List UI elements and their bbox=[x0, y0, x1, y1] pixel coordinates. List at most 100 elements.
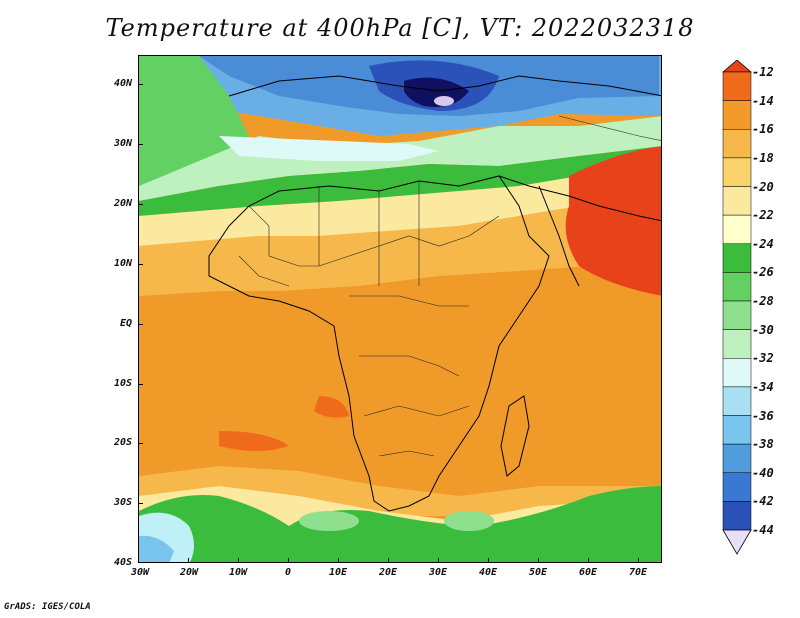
colorbar: -12 -14 -16 -18 -20 -22 -24 -26 -28 -30 -32 -34 -36 -… bbox=[722, 60, 784, 560]
lat-label-eq: EQ bbox=[119, 318, 132, 329]
lon-label-30e: 30E bbox=[428, 567, 448, 578]
colorbar-segment bbox=[722, 300, 752, 330]
lat-tick bbox=[138, 503, 143, 504]
lon-label-20e: 20E bbox=[378, 567, 398, 578]
warm-spot-south-central bbox=[314, 396, 349, 418]
colorbar-segment bbox=[722, 243, 752, 273]
temperature-field bbox=[139, 56, 661, 562]
lat-tick bbox=[138, 84, 143, 85]
light-orange-band-north bbox=[139, 196, 661, 296]
colorbar-label: -22 bbox=[752, 208, 774, 223]
colorbar-label: -24 bbox=[752, 236, 774, 251]
lat-tick bbox=[138, 324, 143, 325]
lon-label-50e: 50E bbox=[528, 567, 548, 578]
colorbar-segment bbox=[722, 129, 752, 159]
lat-label-10s: 10S bbox=[113, 378, 132, 389]
lon-label-0: 0 bbox=[284, 567, 292, 578]
colorbar-label: -26 bbox=[752, 265, 774, 280]
colorbar-segment bbox=[722, 501, 752, 531]
map-title: Temperature at 400hPa [C], VT: 202203231… bbox=[105, 14, 695, 42]
lat-label-30s: 30S bbox=[113, 497, 132, 508]
lon-label-40e: 40E bbox=[478, 567, 498, 578]
light-green-blob-south bbox=[299, 511, 359, 531]
lon-tick bbox=[288, 558, 289, 563]
light-green-blob-southeast bbox=[444, 511, 494, 531]
colorbar-segment bbox=[722, 157, 752, 187]
colorbar-segment bbox=[722, 329, 752, 359]
colorbar-label: -34 bbox=[752, 379, 774, 394]
footer-credit: GrADS: IGES/COLA bbox=[4, 602, 91, 612]
warm-spot-south-west bbox=[219, 431, 289, 451]
colorbar-bottom-arrow bbox=[722, 529, 752, 555]
lon-tick bbox=[238, 558, 239, 563]
lon-label-10e: 10E bbox=[328, 567, 348, 578]
lon-tick bbox=[638, 558, 639, 563]
lon-tick bbox=[538, 558, 539, 563]
colorbar-top-arrow bbox=[722, 60, 752, 73]
lat-tick bbox=[138, 443, 143, 444]
lat-label-30n: 30N bbox=[113, 138, 132, 149]
lon-tick bbox=[388, 558, 389, 563]
colorbar-scale bbox=[722, 60, 752, 555]
colorbar-segment bbox=[722, 472, 752, 502]
lon-label-70e: 70E bbox=[628, 567, 648, 578]
lon-label-30w: 30W bbox=[130, 567, 150, 578]
lat-tick bbox=[138, 264, 143, 265]
lon-tick bbox=[188, 558, 189, 563]
mediterranean-coastline bbox=[228, 75, 661, 97]
border-central2 bbox=[359, 355, 460, 377]
colorbar-label: -44 bbox=[752, 523, 774, 537]
lon-tick bbox=[488, 558, 489, 563]
lon-tick bbox=[338, 558, 339, 563]
colorbar-label: -42 bbox=[752, 494, 774, 509]
colorbar-segment bbox=[722, 415, 752, 445]
lat-label-20n: 20N bbox=[113, 198, 132, 209]
colorbar-segment bbox=[722, 443, 752, 474]
africa-coastline bbox=[208, 175, 550, 512]
colorbar-segment bbox=[722, 214, 752, 245]
lat-label-40s: 40S bbox=[113, 557, 132, 568]
hot-region-east bbox=[565, 146, 661, 296]
cool-band-cyan bbox=[219, 136, 439, 161]
colorbar-segment bbox=[722, 358, 752, 388]
colorbar-label: -14 bbox=[752, 93, 774, 108]
border-sahel bbox=[248, 205, 500, 267]
border-west bbox=[238, 255, 290, 287]
country-borders bbox=[238, 115, 661, 457]
lat-label-40n: 40N bbox=[113, 78, 132, 89]
colorbar-label: -32 bbox=[752, 351, 774, 366]
lat-tick bbox=[138, 204, 143, 205]
lon-label-10w: 10W bbox=[228, 567, 248, 578]
colorbar-label: -38 bbox=[752, 437, 774, 452]
lat-tick bbox=[138, 384, 143, 385]
temperature-map bbox=[138, 55, 662, 563]
colorbar-label: -12 bbox=[752, 65, 774, 79]
green-band-north bbox=[139, 146, 661, 216]
colorbar-segment bbox=[722, 186, 752, 216]
lon-label-60e: 60E bbox=[578, 567, 598, 578]
madagascar-coastline bbox=[500, 395, 530, 477]
colorbar-label: -36 bbox=[752, 408, 774, 423]
colorbar-label: -30 bbox=[752, 322, 774, 337]
sw-colder-region bbox=[139, 535, 174, 562]
red-sea-coastline bbox=[538, 185, 580, 287]
colorbar-label: -40 bbox=[752, 465, 774, 480]
colorbar-segment bbox=[722, 272, 752, 302]
arabian-coastline bbox=[498, 175, 661, 222]
lon-tick bbox=[438, 558, 439, 563]
colorbar-segment bbox=[722, 100, 752, 130]
colorbar-label: -20 bbox=[752, 179, 774, 194]
border-central1 bbox=[349, 295, 469, 307]
lat-label-10n: 10N bbox=[113, 258, 132, 269]
coastlines bbox=[208, 75, 661, 512]
colorbar-segment bbox=[722, 71, 752, 101]
green-band-south bbox=[139, 486, 661, 562]
colorbar-label: -28 bbox=[752, 294, 774, 308]
lon-tick bbox=[588, 558, 589, 563]
colorbar-label: -18 bbox=[752, 150, 774, 165]
border-mideast bbox=[558, 115, 661, 141]
border-south2 bbox=[378, 450, 435, 457]
cold-core-center bbox=[434, 96, 454, 106]
colorbar-label: -16 bbox=[752, 122, 774, 137]
lat-label-20s: 20S bbox=[113, 437, 132, 448]
